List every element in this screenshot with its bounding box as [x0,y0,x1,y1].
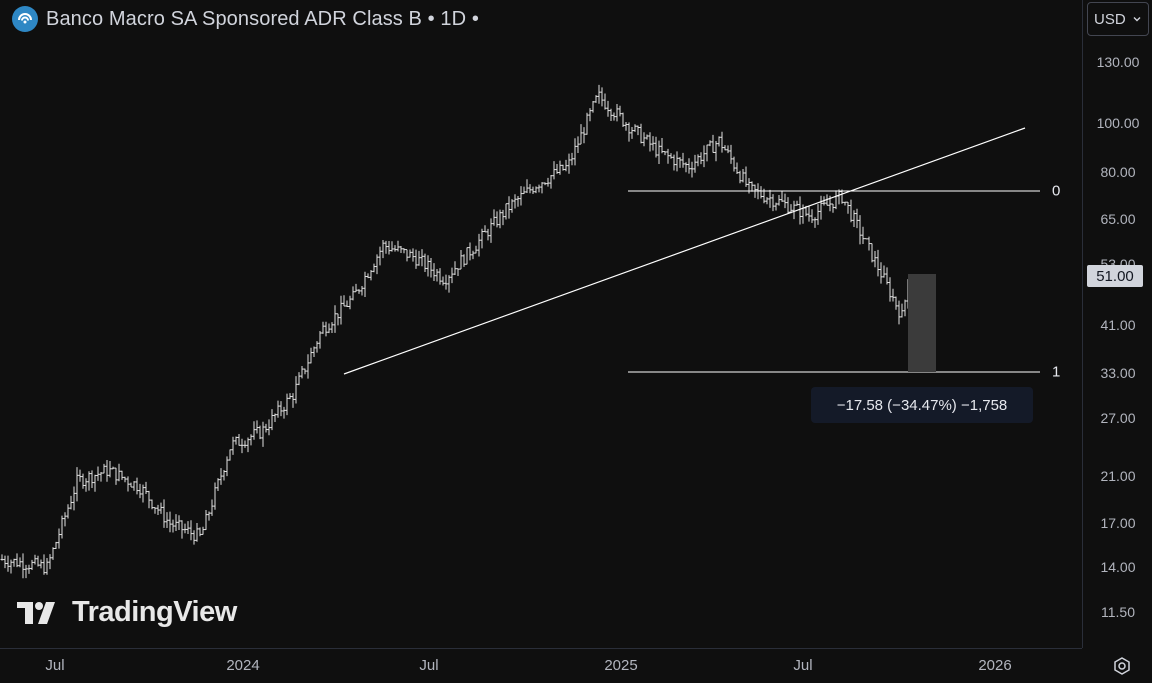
last-price-badge: 51.00 [1087,265,1143,287]
tradingview-wordmark: TradingView [72,596,237,628]
price-label: 27.00 [1100,410,1136,426]
trend-line[interactable] [343,127,1026,375]
currency-label: USD [1094,10,1126,28]
time-axis[interactable]: Jul 2024 Jul 2025 Jul 2026 [0,648,1082,683]
wave-signal-icon [12,6,38,32]
price-label: 21.00 [1100,468,1136,484]
chart-area[interactable] [0,0,1082,648]
fib-level-1-label: 1 [1052,363,1061,381]
fib-level-0-label: 0 [1052,182,1061,200]
gear-icon [1114,657,1130,675]
price-range-box[interactable] [908,274,936,372]
chevron-down-icon [1133,17,1141,22]
candlestick-series [0,84,910,579]
price-axis[interactable]: 130.00 100.00 80.00 65.00 53.00 41.00 33… [1082,0,1152,648]
price-label: 41.00 [1100,317,1136,333]
currency-selector[interactable]: USD [1087,2,1149,36]
time-label: Jul [45,657,65,674]
time-label: 2025 [604,657,638,674]
tradingview-logo-icon [17,601,55,624]
chart-settings-button[interactable] [1108,654,1136,678]
price-label: 14.00 [1100,559,1136,575]
price-label: 100.00 [1096,115,1140,131]
price-label: 65.00 [1100,211,1136,227]
measure-tooltip: −17.58 (−34.47%) −1,758 [811,387,1033,423]
price-label: 80.00 [1100,164,1136,180]
price-label: 17.00 [1100,515,1136,531]
price-label: 11.50 [1101,604,1135,620]
symbol-title[interactable]: Banco Macro SA Sponsored ADR Class B • 1… [46,7,479,30]
time-label: 2026 [978,657,1012,674]
price-label: 33.00 [1100,365,1136,381]
price-chart[interactable] [0,0,1082,648]
time-label: Jul [419,657,439,674]
tradingview-logo[interactable]: TradingView [16,596,237,629]
symbol-header: Banco Macro SA Sponsored ADR Class B • 1… [12,6,479,32]
time-label: Jul [793,657,813,674]
time-label: 2024 [226,657,260,674]
price-label: 130.00 [1096,54,1140,70]
measure-text: −17.58 (−34.47%) −1,758 [836,396,1008,414]
